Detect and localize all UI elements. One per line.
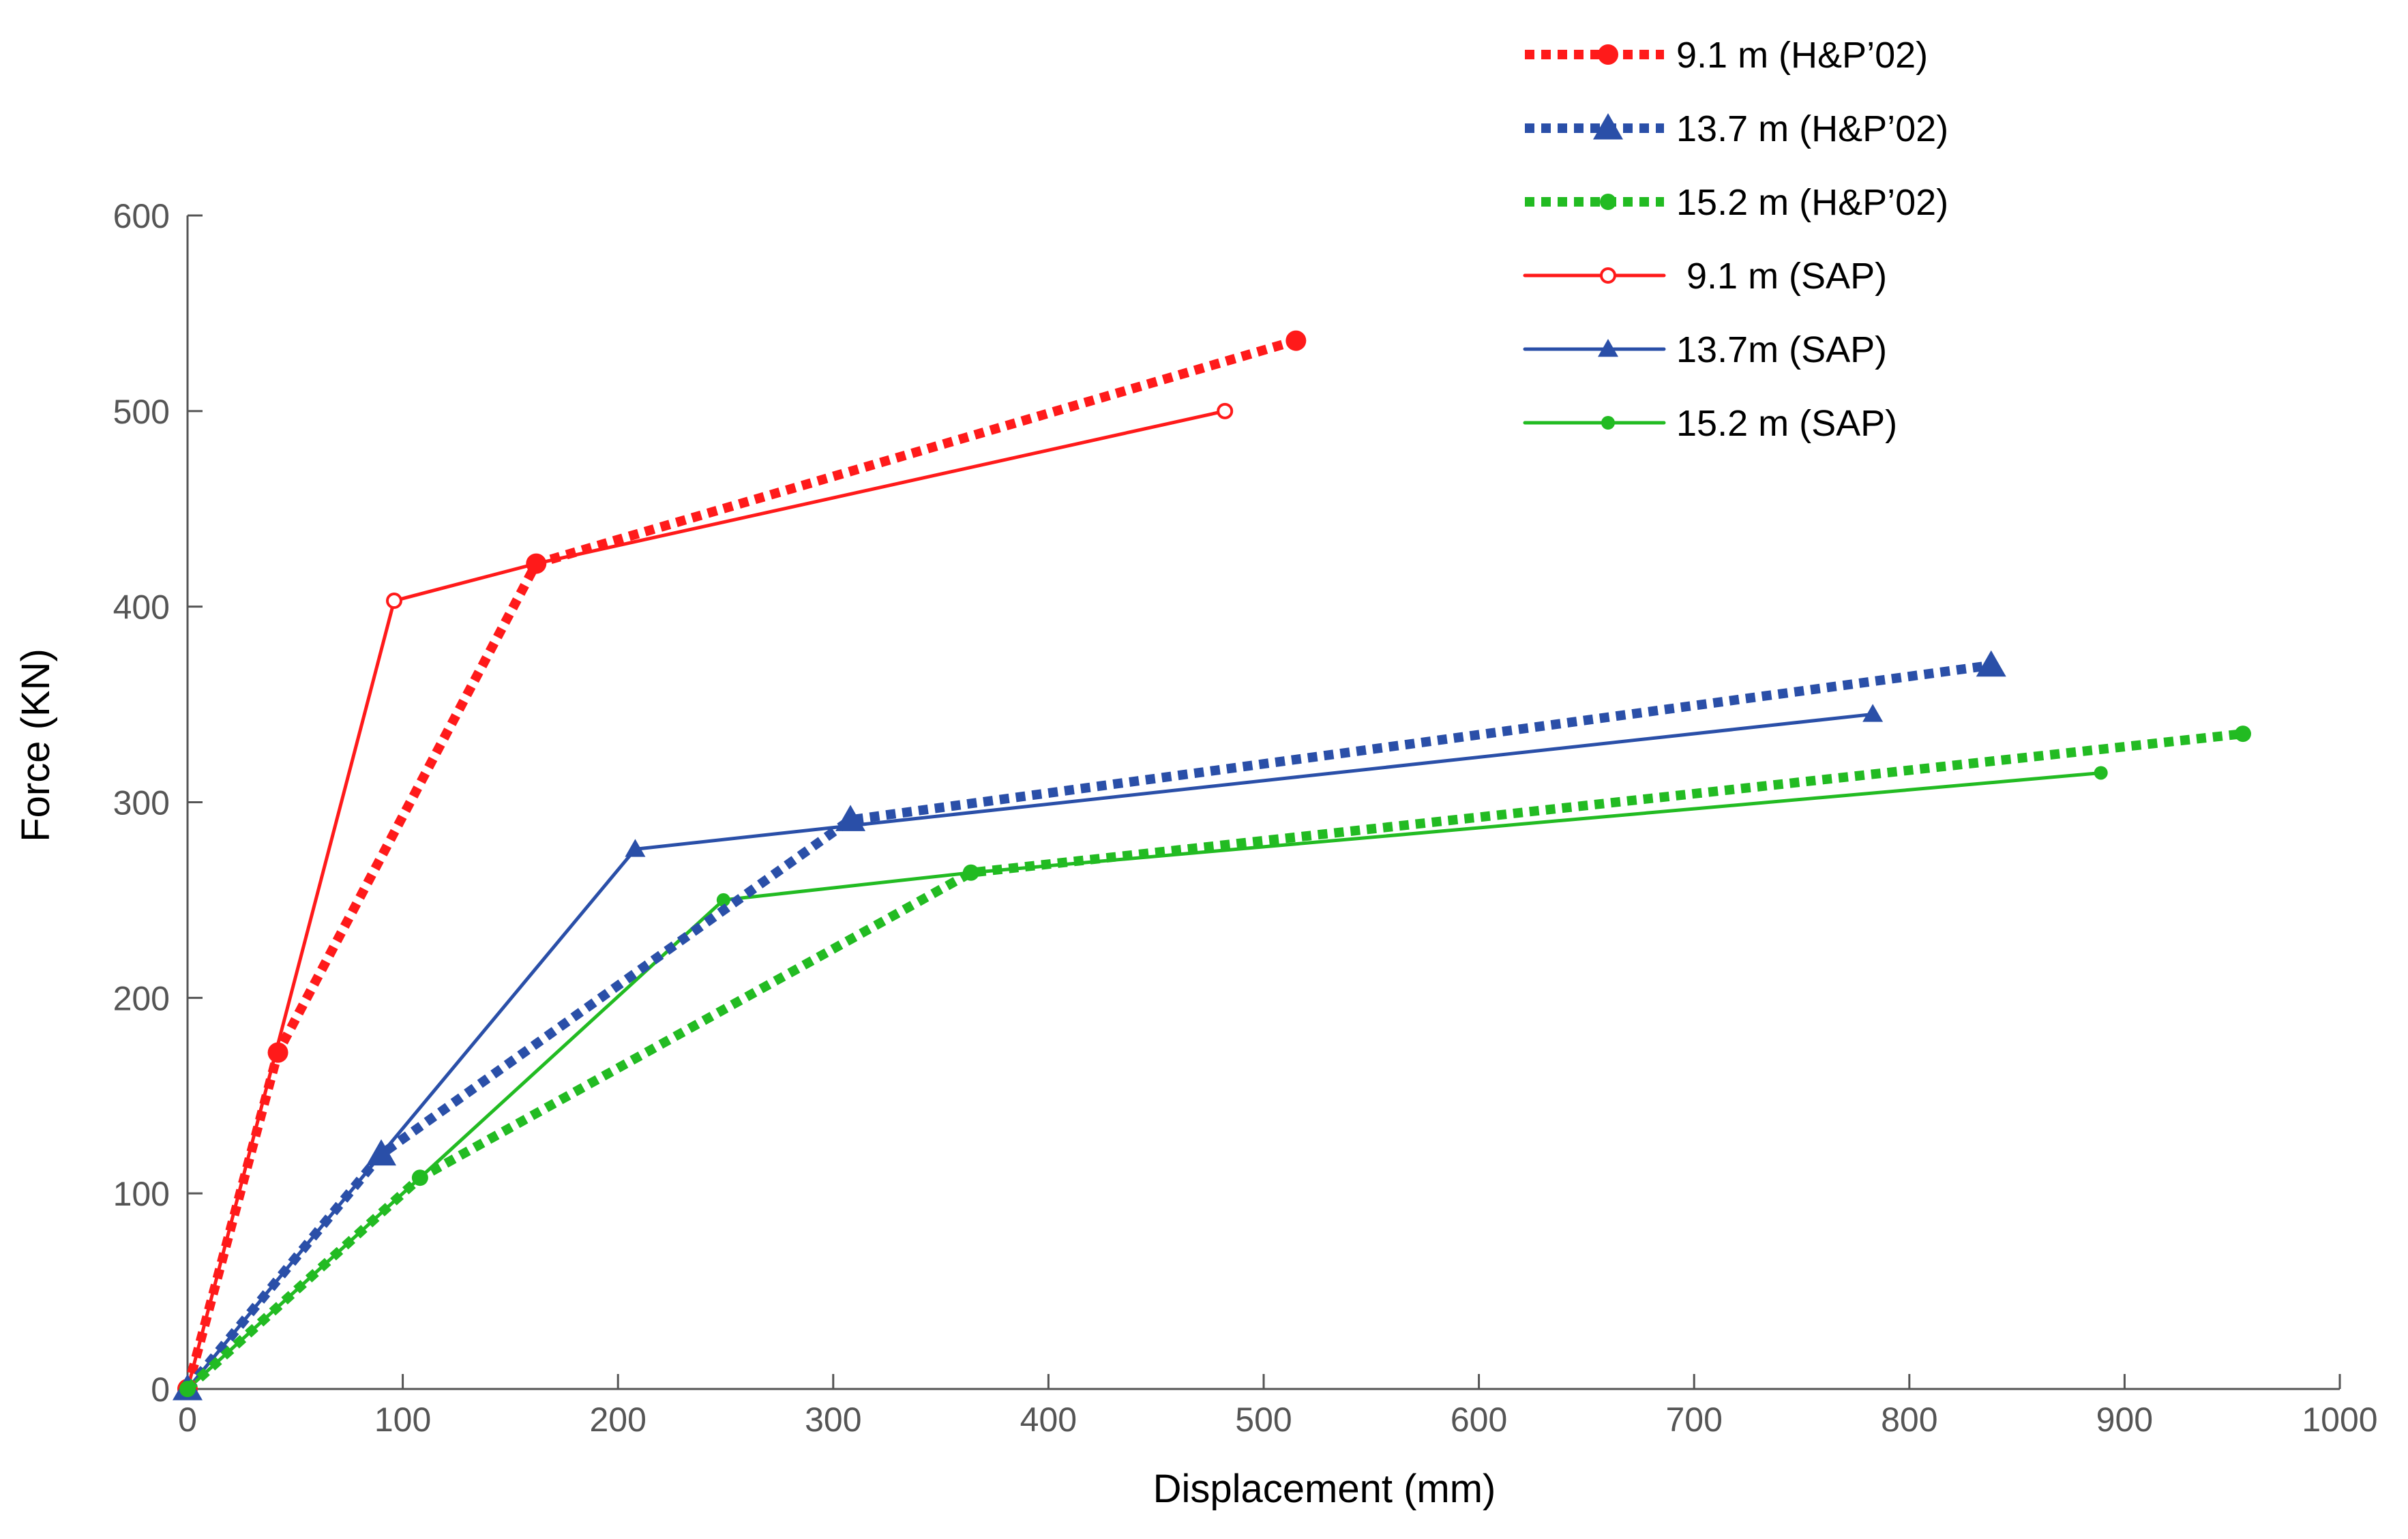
legend-swatch-marker: [1600, 267, 1616, 284]
data-point: [625, 839, 646, 857]
data-point: [835, 805, 866, 831]
x-tick-label: 300: [805, 1401, 861, 1439]
y-tick-label: 200: [113, 979, 170, 1017]
legend-item-4: 13.7m (SAP): [1523, 329, 1887, 370]
legend-label: 15.2 m (SAP): [1676, 403, 1897, 444]
legend-label: 15.2 m (H&P’02): [1676, 182, 1948, 223]
legend-item-2: 15.2 m (H&P’02): [1525, 182, 1948, 223]
x-tick-label: 400: [1020, 1401, 1077, 1439]
data-point: [962, 864, 979, 881]
data-point: [366, 1139, 397, 1166]
y-axis-title: Force (KN): [14, 648, 58, 842]
legend-label: 9.1 m (H&P’02): [1676, 35, 1928, 76]
x-tick-label: 600: [1451, 1401, 1507, 1439]
data-point: [2094, 766, 2108, 780]
y-tick-label: 100: [113, 1175, 170, 1213]
x-tick-label: 0: [178, 1401, 197, 1439]
data-point: [267, 1042, 288, 1063]
x-tick-label: 1000: [2302, 1401, 2377, 1439]
series-3: [179, 402, 1234, 1397]
legend-swatch-marker: [1598, 339, 1618, 357]
series-line: [183, 335, 1298, 1390]
legend-swatch-marker: [1601, 416, 1615, 430]
data-point: [716, 893, 730, 907]
legend-label: 9.1 m (SAP): [1676, 256, 1887, 297]
y-tick-label: 500: [113, 393, 170, 431]
data-point: [1862, 704, 1884, 722]
legend-swatch-marker: [1600, 194, 1616, 210]
data-point: [1217, 402, 1234, 419]
x-tick-label: 800: [1881, 1401, 1937, 1439]
legend-item-0: 9.1 m (H&P’02): [1525, 35, 1928, 76]
x-tick-label: 900: [2096, 1401, 2153, 1439]
legend-item-3: 9.1 m (SAP): [1523, 256, 1887, 297]
data-point: [411, 1169, 428, 1186]
legend-label: 13.7m (SAP): [1676, 329, 1887, 370]
x-tick-label: 200: [589, 1401, 646, 1439]
data-point: [385, 593, 402, 610]
series-line: [184, 729, 2244, 1393]
y-tick-label: 300: [113, 784, 170, 822]
x-tick-label: 100: [374, 1401, 431, 1439]
data-point: [1976, 650, 2006, 677]
series-1: [173, 650, 2006, 1401]
series-line: [185, 409, 1227, 1391]
legend-label: 13.7 m (H&P’02): [1676, 108, 1948, 149]
x-axis-title: Displacement (mm): [1153, 1467, 1496, 1511]
legend-swatch-marker: [1593, 113, 1623, 140]
x-tick-label: 500: [1235, 1401, 1292, 1439]
series-2: [179, 726, 2251, 1397]
data-point: [179, 1381, 196, 1397]
x-tick-label: 700: [1665, 1401, 1722, 1439]
legend: 9.1 m (H&P’02) 13.7 m (H&P’02) 15.2 m (H&P…: [1523, 35, 1948, 444]
legend-swatch-marker: [1598, 44, 1618, 65]
legend-item-5: 15.2 m (SAP): [1523, 403, 1897, 444]
data-point: [526, 553, 547, 574]
series-group: [173, 330, 2251, 1401]
series-line: [183, 660, 1992, 1392]
series-line: [185, 771, 2103, 1391]
series-5: [181, 766, 2108, 1396]
axes: 0 100 200 300 400 500 600 700 800 900 1000 0 100 200 3…: [113, 197, 2378, 1439]
legend-item-1: 13.7 m (H&P’02): [1525, 108, 1948, 149]
data-point: [1285, 330, 1307, 351]
y-tick-label: 600: [113, 197, 170, 235]
y-tick-label: 400: [113, 588, 170, 627]
data-point: [2234, 726, 2251, 743]
y-tick-label: 0: [151, 1371, 170, 1409]
series-4: [177, 704, 1884, 1397]
